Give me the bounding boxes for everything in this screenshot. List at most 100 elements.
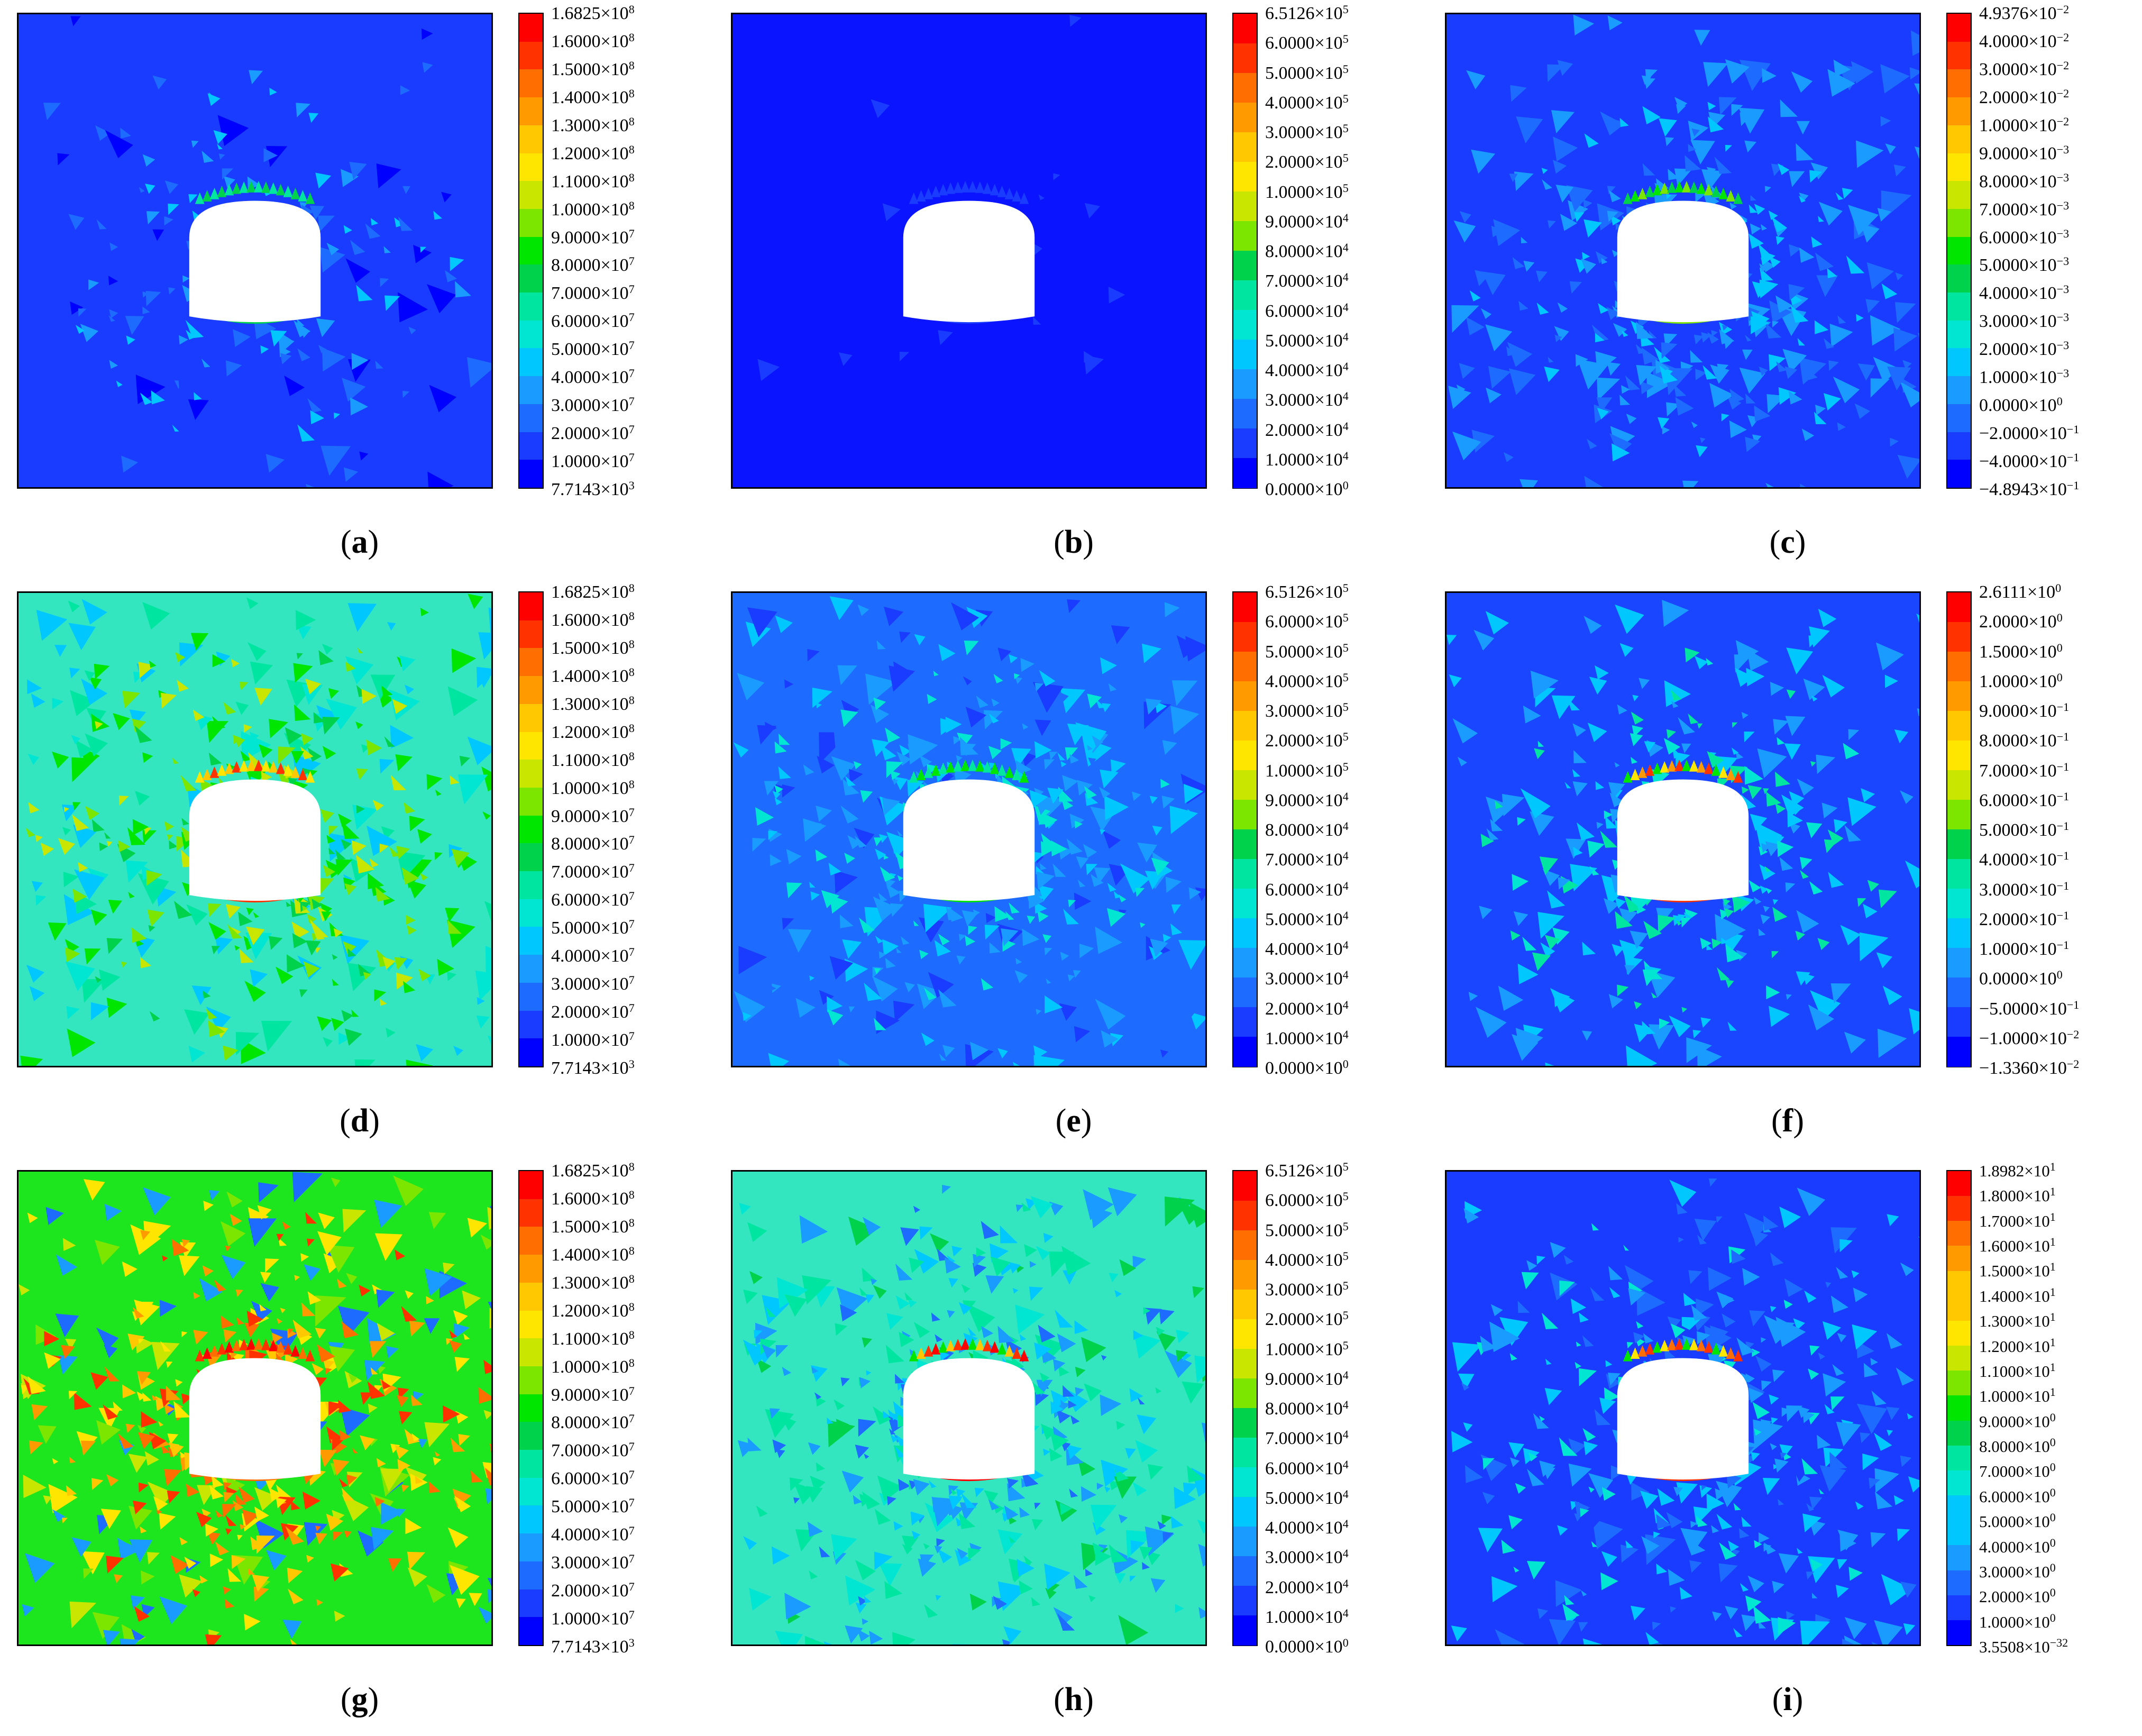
mesh-element: [235, 1494, 246, 1505]
mesh-element: [1189, 1012, 1205, 1030]
mesh-element: [1062, 775, 1078, 792]
mesh-element: [1761, 843, 1771, 853]
colorbar: [518, 1170, 544, 1646]
tunnel-cavity: [903, 200, 1035, 323]
mesh-element: [849, 769, 863, 783]
mesh-element: [286, 954, 305, 973]
mesh-element: [1630, 733, 1643, 746]
mesh-element: [233, 1555, 263, 1585]
mesh-element: [1771, 1417, 1778, 1424]
mesh-element: [838, 1058, 851, 1066]
mesh-element: [1061, 1246, 1091, 1275]
mesh-element: [1788, 390, 1802, 405]
mesh-element: [258, 744, 273, 759]
mesh-element: [1810, 761, 1816, 767]
mesh-element: [307, 1291, 321, 1305]
mesh-element: [829, 1643, 832, 1644]
colorbar-tick-label: 1.0000×104: [1265, 449, 1349, 470]
mesh-element: [835, 1323, 848, 1336]
mesh-element: [1507, 342, 1533, 367]
crown-element: [982, 1339, 992, 1351]
mesh-element: [1706, 944, 1713, 951]
mesh-element: [1044, 759, 1055, 770]
mesh-element: [203, 1201, 214, 1211]
mesh-element: [1769, 1006, 1790, 1027]
crown-element: [217, 1342, 227, 1355]
mesh-element: [338, 1032, 351, 1045]
mesh-element: [857, 1629, 870, 1642]
mesh-element: [190, 633, 209, 651]
mesh-element: [1900, 1262, 1914, 1276]
mesh-element: [334, 413, 341, 419]
mesh-element: [1046, 978, 1051, 984]
crown-element: [916, 1347, 926, 1359]
mesh-element: [1058, 1365, 1069, 1377]
mesh-element: [1881, 1327, 1890, 1336]
mesh-element: [1765, 888, 1772, 894]
mesh-element: [764, 721, 777, 734]
mesh-element: [1100, 657, 1117, 674]
mesh-element: [357, 1530, 384, 1557]
mesh-element: [84, 1179, 105, 1201]
mesh-element: [99, 969, 121, 991]
mesh-element: [386, 1346, 399, 1359]
mesh-element: [327, 1245, 355, 1273]
mesh-element: [1150, 938, 1168, 957]
mesh-element: [1588, 1629, 1605, 1644]
mesh-element: [294, 1275, 300, 1281]
mesh-element: [1523, 705, 1541, 724]
colorbar-swatch: [1947, 1271, 1971, 1296]
colorbar-swatch: [519, 1505, 543, 1534]
contour-plot: [731, 591, 1207, 1067]
colorbar-swatch: [1947, 460, 1971, 488]
mesh-element: [1198, 1543, 1205, 1567]
mesh-element: [1133, 1330, 1143, 1340]
mesh-element: [913, 1205, 921, 1213]
mesh-element: [188, 1046, 205, 1063]
mesh-element: [285, 1526, 304, 1545]
mesh-element: [761, 1344, 776, 1359]
mesh-element: [249, 70, 263, 85]
mesh-element: [1787, 811, 1803, 828]
mesh-element: [963, 676, 972, 686]
colorbar-tick-label: 1.5000×108: [551, 637, 635, 658]
mesh-element: [874, 968, 881, 975]
mesh-element: [261, 1020, 292, 1052]
mesh-element: [1900, 381, 1919, 408]
mesh-element: [1452, 431, 1481, 461]
mesh-element: [1676, 1203, 1688, 1215]
mesh-element: [831, 1534, 857, 1561]
colorbar-swatch: [1233, 918, 1257, 948]
mesh-element: [1777, 840, 1794, 857]
mesh-element: [361, 689, 377, 704]
crown-element: [1667, 181, 1677, 193]
mesh-element: [1739, 1528, 1750, 1539]
mesh-element: [167, 1490, 180, 1504]
crown-element: [290, 766, 300, 778]
crown-element: [1733, 1349, 1743, 1362]
colorbar-tick-label: 1.2000×108: [551, 1300, 635, 1321]
mesh-element: [874, 1018, 886, 1030]
mesh-element: [1880, 116, 1891, 127]
mesh-element: [1086, 864, 1097, 875]
mesh-element: [341, 1321, 359, 1339]
mesh-element: [478, 1387, 491, 1404]
mesh-element: [407, 1551, 425, 1570]
mesh-element: [984, 925, 1000, 940]
mesh-element: [170, 1555, 190, 1574]
mesh-element: [1109, 1273, 1119, 1283]
crown-element: [1726, 190, 1736, 202]
mesh-element: [866, 1370, 872, 1376]
mesh-element: [158, 1421, 164, 1427]
mesh-element: [1591, 324, 1609, 342]
mesh-element: [1515, 1483, 1526, 1494]
mesh-element: [1036, 871, 1055, 890]
mesh-element: [143, 827, 152, 835]
mesh-element: [52, 1509, 66, 1522]
mesh-element: [1110, 759, 1126, 775]
colorbar-tick-label: 6.0000×105: [1265, 32, 1349, 53]
crown-element: [1696, 182, 1706, 194]
mesh-element: [369, 1341, 387, 1358]
mesh-element: [44, 1352, 61, 1369]
mesh-element: [233, 735, 242, 744]
